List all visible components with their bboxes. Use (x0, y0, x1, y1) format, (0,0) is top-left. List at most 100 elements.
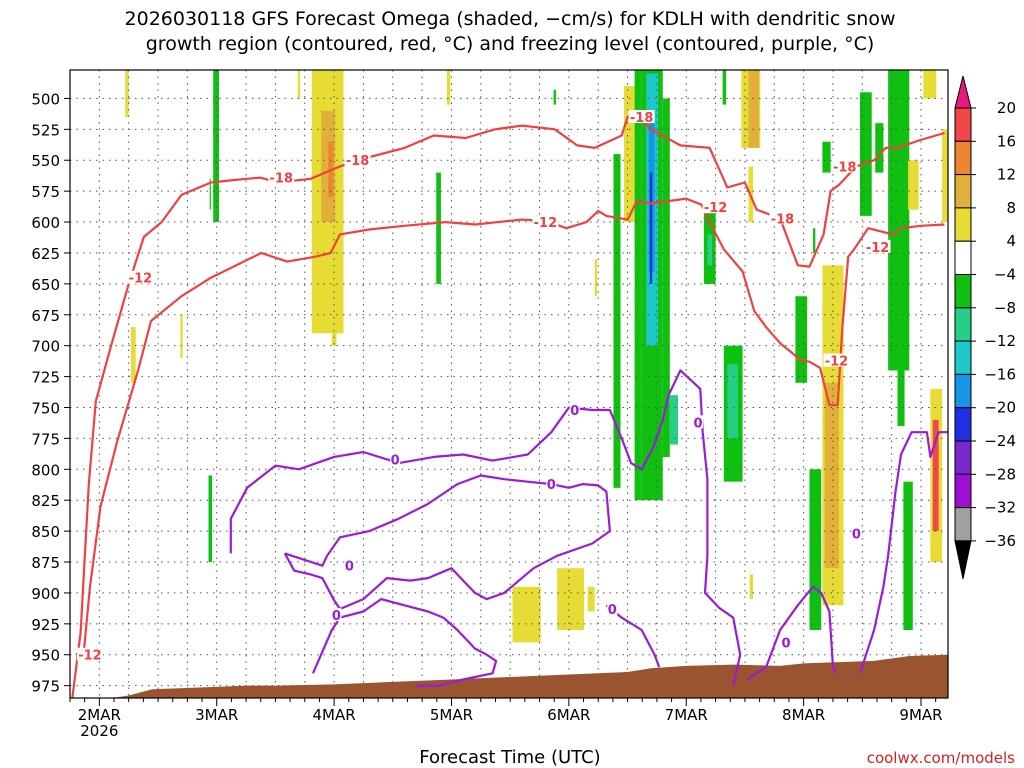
gridlines (70, 70, 948, 698)
x-axis-label: Forecast Time (UTC) (419, 747, 600, 768)
y-tick-label: 575 (31, 183, 60, 201)
x-tick-label: 8MAR (782, 706, 825, 724)
contour-label-bg (331, 608, 342, 622)
contour-label: -18 (771, 212, 795, 227)
omega-cell (669, 395, 679, 445)
omega-cell (634, 70, 642, 501)
contour-label: -12 (866, 241, 890, 256)
omega-cell (908, 160, 919, 210)
contour-label: -18 (346, 154, 370, 169)
y-tick-label: 725 (31, 369, 60, 387)
snow-growth-contour (71, 115, 945, 698)
omega-cell (208, 475, 213, 563)
colorbar-bin (954, 340, 972, 375)
y-tick-label: 850 (31, 523, 60, 541)
chart-title-line-1: 2026030118 GFS Forecast Omega (shaded, −… (125, 8, 896, 30)
colorbar-label: −28 (984, 465, 1016, 483)
colorbar-bin (954, 440, 972, 475)
omega-cell (903, 481, 913, 631)
contour-label: 0 (547, 478, 556, 493)
contour-label: -18 (833, 160, 857, 175)
omega-cell (707, 234, 713, 266)
contour-layer (71, 115, 948, 698)
omega-cell (131, 327, 136, 383)
colorbar-label: −20 (984, 399, 1016, 417)
y-tick-label: 600 (31, 214, 60, 232)
colorbar-bin (954, 207, 972, 242)
contour-label: -12 (704, 201, 728, 216)
contour-label: 0 (332, 609, 341, 624)
terrain-layer (111, 654, 948, 698)
x-tick-label: 7MAR (665, 706, 708, 724)
omega-cell (553, 89, 556, 105)
contour-label-bg (702, 200, 729, 214)
x-tick-label: 3MAR (195, 706, 238, 724)
colorbar-bin (954, 507, 972, 542)
omega-cell (624, 86, 635, 223)
colorbar-bin (954, 140, 972, 176)
y-tick-label: 675 (31, 307, 60, 325)
contour-label: 0 (852, 528, 861, 543)
colorbar-label: −32 (984, 499, 1016, 517)
colorbar-label: 20 (997, 99, 1016, 117)
freezing-level-contour (283, 474, 611, 611)
omega-cell (795, 296, 808, 383)
contour-label-bg (607, 601, 618, 615)
y-tick-label: 650 (31, 276, 60, 294)
omega-cell (923, 70, 937, 99)
omega-cell (942, 129, 948, 223)
contour-label-bg (76, 647, 103, 661)
colorbar-bin (954, 373, 972, 409)
omega-cell (722, 70, 727, 105)
contour-label-bg (569, 402, 580, 416)
contour-label-bg (628, 109, 655, 123)
contour-label-bg (781, 635, 792, 649)
contour-label: -12 (78, 649, 102, 664)
contour-label-bg (390, 452, 401, 466)
omega-cell (613, 154, 621, 488)
y-tick-label: 975 (31, 678, 60, 696)
omega-cell (125, 70, 129, 117)
omega-cell (446, 70, 451, 105)
terrain-fill (111, 654, 948, 698)
contour-label-bg (546, 477, 557, 491)
contour-label: 0 (781, 636, 790, 651)
contour-label-bg (268, 170, 295, 184)
chart-title-line-2: growth region (contoured, red, °C) and f… (146, 33, 875, 55)
colorbar-triangle-bottom (954, 540, 972, 580)
contour-label-bg (127, 270, 154, 284)
x-tick-label: 6MAR (547, 706, 590, 724)
colorbar-label: −24 (984, 432, 1016, 450)
omega-cell (649, 172, 653, 284)
omega-cell (436, 172, 441, 284)
colorbar-triangle-top (954, 75, 972, 109)
omega-cell (822, 302, 829, 321)
omega-cell (587, 586, 595, 612)
x-tick-label: 5MAR (430, 706, 473, 724)
omega-cell (822, 141, 831, 173)
omega-cell (662, 98, 670, 457)
y-tick-label: 950 (31, 647, 60, 665)
y-tick-label: 775 (31, 430, 60, 448)
x-tick-year-label: 2026 (80, 722, 118, 740)
contour-label-bg (344, 558, 355, 572)
colorbar-bin (954, 407, 972, 442)
omega-cell (933, 444, 939, 482)
omega-cell (297, 70, 301, 99)
y-tick-label: 875 (31, 554, 60, 572)
y-tick-label: 625 (31, 245, 60, 263)
omega-cell (748, 70, 760, 148)
colorbar-label: −12 (984, 332, 1016, 350)
snow-growth-contour (75, 197, 945, 656)
plot-frame (69, 69, 949, 699)
x-tick-label: 4MAR (313, 706, 356, 724)
colorbar-label: −36 (984, 532, 1016, 550)
omega-cell (512, 586, 541, 643)
colorbar-bin (954, 107, 972, 142)
omega-cell (813, 228, 816, 253)
colorbar-bin (954, 473, 972, 509)
contour-label-bg (851, 526, 862, 540)
y-tick-label: 700 (31, 338, 60, 356)
contour-label: 0 (693, 416, 702, 431)
contour-label: 0 (391, 453, 400, 468)
